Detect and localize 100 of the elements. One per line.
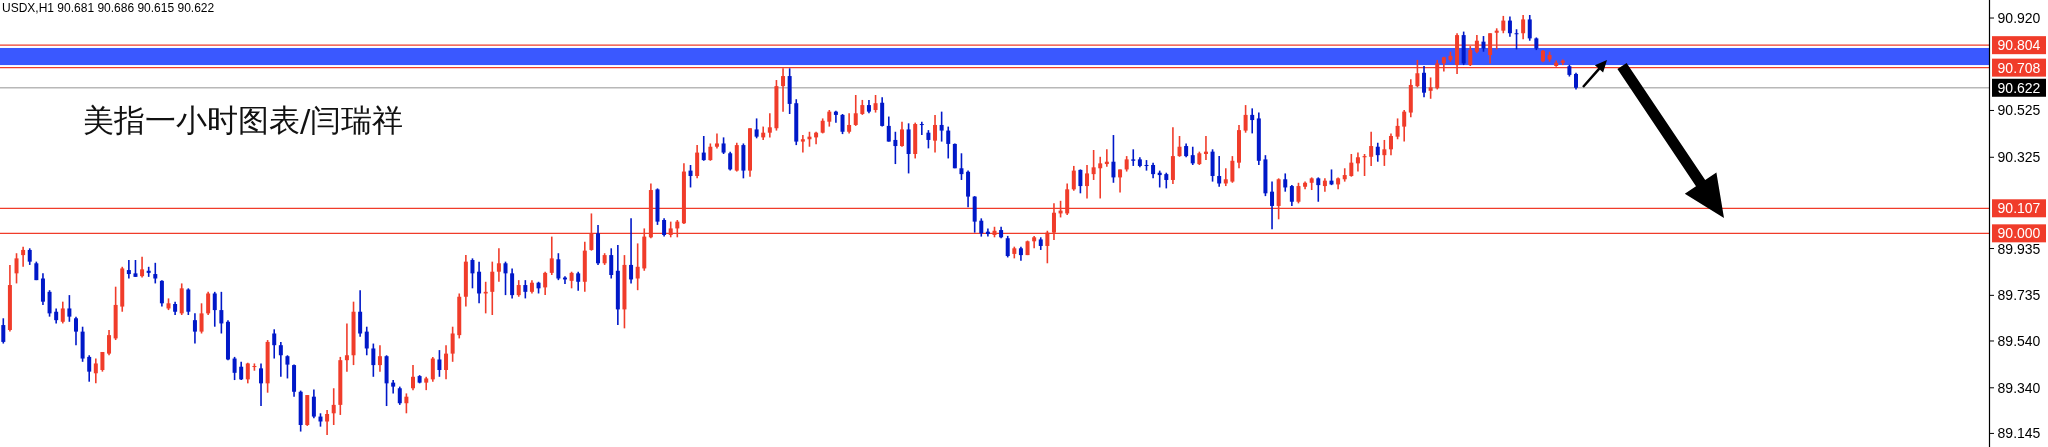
- candlestick: [1190, 145, 1195, 166]
- candlestick: [1177, 135, 1182, 158]
- candlestick: [311, 388, 316, 420]
- candlestick: [358, 289, 363, 338]
- y-tick-label: 90.920: [1997, 10, 2041, 27]
- candlestick: [800, 134, 805, 154]
- candlestick: [609, 247, 614, 280]
- candlestick: [1078, 168, 1083, 195]
- candlestick: [371, 342, 376, 378]
- candlestick: [853, 94, 858, 127]
- candlestick: [1521, 14, 1526, 41]
- candlestick: [1270, 180, 1275, 231]
- ref-line-label: 90.622: [1997, 79, 2041, 96]
- candlestick: [40, 272, 45, 306]
- candlestick: [1005, 235, 1010, 259]
- y-tick-label: 89.145: [1997, 425, 2041, 442]
- candlestick: [232, 356, 237, 381]
- candlestick: [1111, 134, 1116, 184]
- candlestick: [430, 356, 435, 383]
- candlestick: [1, 317, 6, 345]
- candlestick: [437, 349, 442, 378]
- candlestick: [880, 96, 885, 128]
- candlestick: [1243, 104, 1248, 134]
- candlestick: [1170, 126, 1175, 185]
- candlestick: [285, 354, 290, 380]
- y-tick-label: 89.340: [1997, 379, 2041, 396]
- candlestick: [73, 315, 78, 346]
- candlestick: [946, 125, 951, 160]
- candlestick: [67, 294, 72, 323]
- candlestick: [767, 112, 772, 139]
- candlestick: [192, 312, 197, 345]
- candlestick: [503, 260, 508, 296]
- candlestick: [364, 325, 369, 357]
- candlestick: [1382, 139, 1387, 167]
- candlestick: [1369, 130, 1374, 167]
- candlestick: [47, 289, 52, 318]
- candlestick: [1230, 155, 1235, 184]
- annotation: 美指一小时图表/闫瑞祥: [83, 102, 404, 138]
- candlestick: [939, 110, 944, 143]
- candlestick: [886, 115, 891, 143]
- ref-line-label: 90.804: [1997, 37, 2041, 54]
- candlestick: [933, 114, 938, 154]
- candlestick: [60, 300, 65, 325]
- candlestick: [1375, 141, 1380, 163]
- candlestick: [444, 344, 449, 381]
- candlestick: [695, 144, 700, 180]
- candlestick: [259, 362, 264, 407]
- candlestick: [21, 245, 26, 268]
- candlestick: [87, 354, 92, 383]
- candlestick: [1085, 164, 1090, 200]
- candlestick: [206, 291, 211, 316]
- candlestick: [411, 364, 415, 391]
- y-tick-label: 90.325: [1997, 149, 2041, 166]
- candlestick: [1355, 151, 1360, 173]
- ref-line-label: 90.000: [1997, 225, 2041, 242]
- candlestick: [1514, 28, 1519, 51]
- candlestick: [1296, 181, 1301, 205]
- ref-line-label: 90.107: [1997, 200, 2041, 217]
- y-tick-label: 89.735: [1997, 287, 2041, 304]
- candlestick: [1131, 148, 1136, 167]
- candlestick: [159, 279, 164, 308]
- y-tick-label: 90.525: [1997, 102, 2041, 119]
- candlestick: [1527, 14, 1532, 42]
- candlestick: [404, 392, 409, 415]
- candlestick: [377, 344, 382, 373]
- candlestick: [450, 325, 455, 363]
- candlestick: [714, 132, 719, 150]
- candlestick: [219, 291, 224, 335]
- candlestick: [688, 164, 693, 189]
- candlestick: [840, 113, 845, 135]
- candlestick: [543, 270, 548, 296]
- candlestick: [1283, 172, 1288, 193]
- candlestick: [833, 109, 838, 124]
- candlestick: [635, 242, 640, 291]
- candlestick: [14, 252, 19, 285]
- y-tick-label: 89.540: [1997, 332, 2041, 349]
- candlestick: [331, 387, 336, 426]
- candlestick: [1422, 65, 1427, 99]
- candlestick: [186, 287, 191, 316]
- candlestick: [1091, 149, 1096, 181]
- candlestick: [239, 361, 244, 381]
- candlestick: [899, 120, 904, 148]
- candlestick: [1223, 167, 1228, 187]
- candlestick: [278, 341, 283, 378]
- candlestick: [893, 130, 898, 165]
- candlestick: [979, 217, 984, 238]
- candlestick: [496, 247, 501, 283]
- candlestick: [107, 329, 112, 357]
- candlestick: [1250, 107, 1255, 135]
- candlestick: [344, 322, 349, 373]
- candlestick: [959, 152, 964, 181]
- candlestick: [523, 279, 528, 300]
- candlestick: [140, 255, 145, 279]
- ref-line-label: 90.708: [1997, 59, 2041, 76]
- candlestick: [1507, 15, 1512, 38]
- candlestick: [510, 267, 515, 300]
- candlestick: [490, 260, 495, 316]
- candlestick: [1402, 109, 1407, 143]
- candlestick: [1071, 165, 1076, 192]
- candlestick: [576, 270, 581, 292]
